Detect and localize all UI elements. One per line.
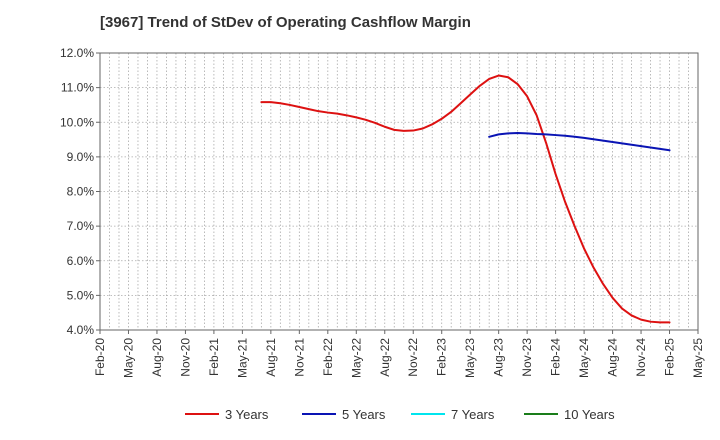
legend-label: 10 Years [564,407,615,422]
legend-label: 3 Years [225,407,269,422]
x-tick-label: Feb-22 [321,338,335,376]
y-tick-label: 7.0% [67,219,95,233]
y-tick-label: 8.0% [67,185,95,199]
x-tick-label: May-21 [235,338,249,378]
legend-label: 7 Years [451,407,495,422]
y-tick-label: 6.0% [67,254,95,268]
y-tick-label: 10.0% [60,115,94,129]
series-line-5-years [488,131,671,152]
x-tick-label: May-25 [691,338,705,378]
x-tick-label: Nov-24 [634,338,648,377]
x-tick-label: Nov-20 [178,338,192,377]
x-tick-label: Feb-20 [93,338,107,376]
series-line-3-years [260,74,671,324]
x-tick-label: Nov-21 [292,338,306,377]
x-tick-label: Aug-20 [150,338,164,377]
x-tick-label: Nov-23 [520,338,534,377]
y-tick-label: 11.0% [61,81,94,95]
x-tick-label: May-23 [463,338,477,378]
x-tick-label: Nov-22 [406,338,420,377]
x-tick-label: May-24 [577,338,591,378]
x-tick-label: Feb-24 [549,338,563,376]
x-tick-label: Feb-23 [435,338,449,376]
y-tick-label: 4.0% [67,323,95,337]
x-tick-label: Aug-24 [606,338,620,377]
x-tick-label: May-20 [121,338,135,378]
y-tick-label: 9.0% [67,150,95,164]
axes: 4.0% 5.0% 6.0% 7.0% 8.0% 9.0% 10.0% 11.0% 12.0% F… [60,46,705,378]
x-tick-label: May-22 [349,338,363,378]
y-tick-label: 12.0% [60,46,94,60]
legend-label: 5 Years [342,407,386,422]
series-lines [260,74,671,324]
x-tick-label: Aug-22 [378,338,392,377]
legend: 3 Years 5 Years 7 Years 10 Years [185,407,615,422]
grid [99,52,699,331]
x-tick-label: Aug-21 [264,338,278,377]
x-tick-label: Feb-21 [207,338,221,376]
x-tick-label: Aug-23 [492,338,506,377]
y-tick-label: 5.0% [67,288,95,302]
chart-title: [3967] Trend of StDev of Operating Cashf… [100,14,471,31]
x-tick-label: Feb-25 [663,338,677,376]
